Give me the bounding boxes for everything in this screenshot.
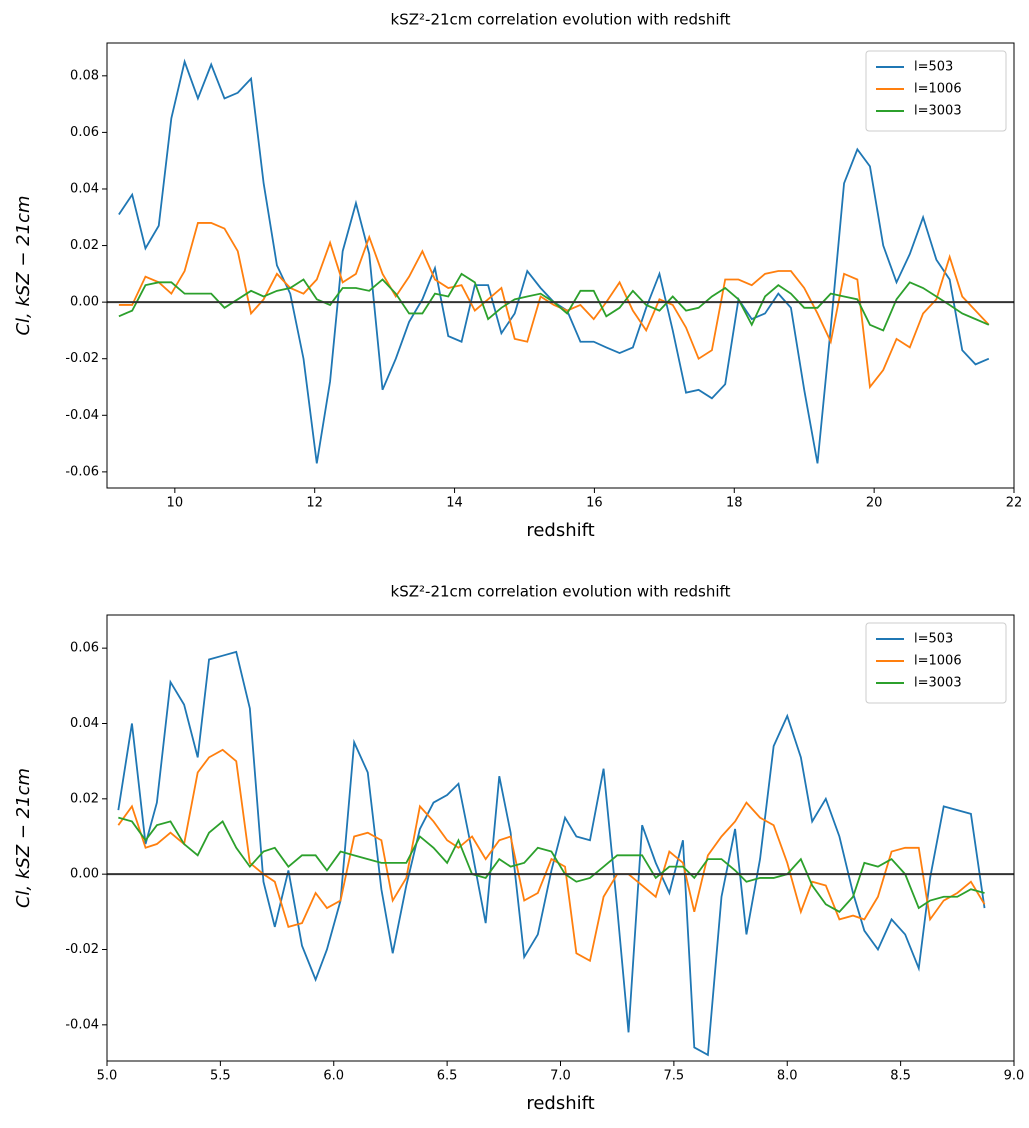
y-tick-label: -0.02 — [65, 942, 99, 957]
line-series — [118, 816, 985, 913]
x-tick-label: 5.5 — [210, 1069, 231, 1084]
line-series — [118, 222, 990, 390]
y-tick-label: 0.02 — [70, 238, 99, 253]
x-tick-label: 7.0 — [550, 1069, 571, 1084]
y-tick-label: 0.06 — [70, 641, 99, 656]
y-tick-label: 0.00 — [70, 295, 99, 310]
legend-label: l=1006 — [914, 654, 962, 669]
legend-label: l=3003 — [914, 676, 962, 691]
x-axis-label: redshift — [526, 1093, 594, 1114]
line-series — [117, 748, 986, 963]
y-tick-label: 0.08 — [70, 68, 99, 83]
y-tick-label: 0.04 — [70, 716, 99, 731]
x-axis-label: redshift — [526, 520, 594, 541]
legend-label: l=1006 — [914, 82, 962, 97]
x-tick-label: 20 — [866, 496, 883, 511]
legend-label: l=503 — [914, 632, 953, 647]
x-tick-label: 22 — [1006, 496, 1023, 511]
x-tick-label: 8.5 — [890, 1069, 911, 1084]
y-tick-label: -0.04 — [65, 408, 99, 423]
x-tick-label: 12 — [306, 496, 323, 511]
y-tick-label: 0.00 — [70, 867, 99, 882]
x-tick-label: 18 — [726, 496, 743, 511]
x-tick-label: 10 — [167, 496, 184, 511]
x-tick-label: 16 — [586, 496, 603, 511]
x-tick-label: 14 — [446, 496, 463, 511]
legend-label: l=503 — [914, 60, 953, 75]
y-tick-label: -0.06 — [65, 464, 99, 479]
x-tick-label: 5.0 — [97, 1069, 118, 1084]
y-tick-label: -0.02 — [65, 351, 99, 366]
y-tick-label: -0.04 — [65, 1017, 99, 1032]
line-series — [118, 58, 990, 464]
plot-area — [118, 58, 990, 464]
chart-title: kSZ²-21cm correlation evolution with red… — [391, 583, 731, 601]
x-tick-label: 9.0 — [1004, 1069, 1025, 1084]
axes-frame — [106, 42, 1015, 489]
axes-frame — [106, 614, 1015, 1062]
y-axis-label: Cl, kSZ − 21cm — [13, 195, 34, 335]
y-tick-label: 0.06 — [70, 125, 99, 140]
y-tick-label: 0.04 — [70, 181, 99, 196]
legend-label: l=3003 — [914, 104, 962, 119]
plot-area — [117, 650, 986, 1057]
y-axis-label: Cl, kSZ − 21cm — [13, 768, 34, 908]
line-series — [117, 650, 986, 1057]
x-tick-label: 6.5 — [437, 1069, 458, 1084]
y-tick-label: 0.02 — [70, 791, 99, 806]
x-tick-label: 8.0 — [777, 1069, 798, 1084]
chart-title: kSZ²-21cm correlation evolution with red… — [391, 11, 731, 29]
x-tick-label: 6.0 — [323, 1069, 344, 1084]
x-tick-label: 7.5 — [664, 1069, 685, 1084]
